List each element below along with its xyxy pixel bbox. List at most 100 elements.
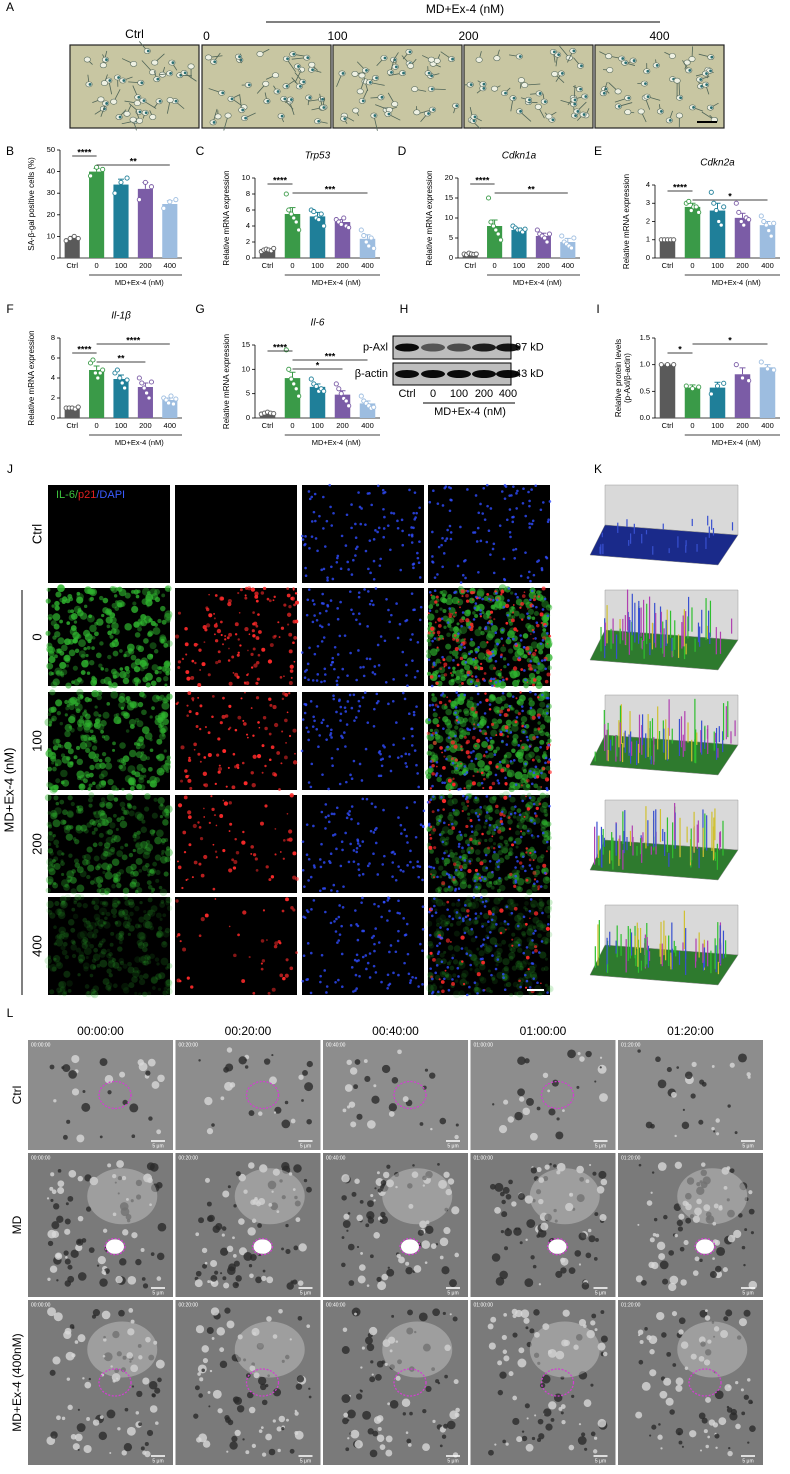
green-signal — [109, 634, 114, 639]
red-signal — [295, 951, 298, 955]
red-signal — [227, 728, 231, 731]
data-point — [721, 380, 727, 386]
green-signal — [113, 797, 119, 802]
green-signal — [60, 769, 68, 778]
blue-nucleus — [381, 863, 385, 866]
bar — [64, 238, 80, 258]
green-signal — [544, 813, 548, 817]
green-signal — [471, 702, 478, 709]
data-point — [291, 381, 297, 387]
green-signal — [110, 908, 118, 915]
green-signal — [89, 819, 96, 825]
red-signal — [532, 651, 537, 657]
green-signal — [80, 734, 85, 739]
cell — [97, 96, 105, 103]
blue-nucleus — [441, 857, 445, 860]
blue-nucleus — [379, 752, 382, 756]
red-signal — [448, 699, 452, 703]
blue-nucleus — [431, 992, 434, 995]
green-signal — [129, 881, 136, 888]
blue-nucleus — [509, 731, 513, 734]
red-signal — [429, 836, 433, 840]
green-signal — [160, 638, 165, 644]
y-tick-label: 20 — [445, 173, 453, 182]
green-signal — [426, 842, 432, 847]
blue-nucleus — [512, 637, 515, 641]
green-signal — [101, 900, 109, 908]
blue-nucleus — [509, 812, 513, 816]
red-signal — [215, 856, 218, 859]
row-label: 400 — [29, 935, 44, 957]
blue-nucleus — [534, 484, 537, 488]
x-tick-label: 0 — [290, 421, 294, 430]
blot-band — [421, 343, 445, 352]
blue-nucleus — [528, 651, 532, 654]
blue-nucleus — [329, 921, 333, 925]
blue-nucleus — [393, 852, 397, 856]
red-signal — [250, 666, 254, 669]
x-tick-label: 200 — [139, 421, 152, 430]
red-signal — [454, 758, 458, 762]
data-point — [686, 198, 692, 204]
data-point — [122, 385, 128, 391]
green-signal — [62, 596, 68, 602]
green-signal — [53, 942, 57, 946]
blue-nucleus — [332, 883, 336, 887]
green-signal — [497, 849, 503, 856]
red-signal — [210, 795, 213, 798]
blue-nucleus — [443, 977, 446, 981]
green-signal — [524, 895, 529, 900]
image-bg — [175, 795, 297, 893]
blue-nucleus — [491, 913, 495, 916]
green-signal — [77, 776, 82, 781]
red-signal — [214, 850, 218, 853]
green-signal — [67, 919, 75, 926]
green-signal — [82, 778, 88, 784]
green-signal — [506, 769, 515, 778]
column-label: 200 — [458, 29, 478, 43]
data-point — [286, 366, 292, 372]
data-point — [763, 222, 769, 228]
blue-nucleus — [514, 805, 517, 808]
red-signal — [481, 960, 485, 965]
blue-nucleus — [496, 779, 500, 782]
blue-nucleus — [308, 546, 311, 550]
green-signal — [161, 849, 165, 854]
blue-nucleus — [503, 577, 506, 581]
red-signal — [492, 666, 497, 670]
green-signal — [142, 774, 147, 778]
fluorescence-image — [44, 688, 173, 794]
red-signal — [531, 628, 535, 632]
red-signal — [280, 762, 283, 765]
green-signal — [61, 949, 68, 956]
green-signal — [516, 808, 522, 813]
red-signal — [435, 765, 438, 768]
blue-nucleus — [372, 724, 376, 728]
green-signal — [152, 829, 156, 834]
green-signal — [118, 957, 125, 964]
blue-nucleus — [536, 560, 539, 563]
blue-nucleus — [350, 817, 353, 821]
green-signal — [100, 770, 108, 778]
green-signal — [164, 585, 172, 593]
blue-nucleus — [349, 651, 352, 655]
cell-stain — [710, 106, 713, 110]
red-signal — [546, 672, 551, 677]
green-signal — [49, 785, 58, 794]
blue-nucleus — [440, 960, 444, 964]
green-signal — [70, 944, 77, 951]
green-signal — [150, 832, 155, 837]
cell-stain — [482, 82, 486, 86]
bar — [334, 222, 351, 258]
blue-nucleus — [524, 762, 527, 766]
blue-nucleus — [320, 953, 324, 957]
green-signal — [434, 908, 438, 912]
blue-nucleus — [427, 658, 431, 662]
green-signal — [139, 665, 145, 672]
green-signal — [47, 712, 52, 716]
green-signal — [65, 833, 73, 841]
green-signal — [106, 624, 111, 629]
red-signal — [463, 735, 467, 739]
blue-nucleus — [357, 868, 361, 871]
green-signal — [499, 793, 504, 798]
